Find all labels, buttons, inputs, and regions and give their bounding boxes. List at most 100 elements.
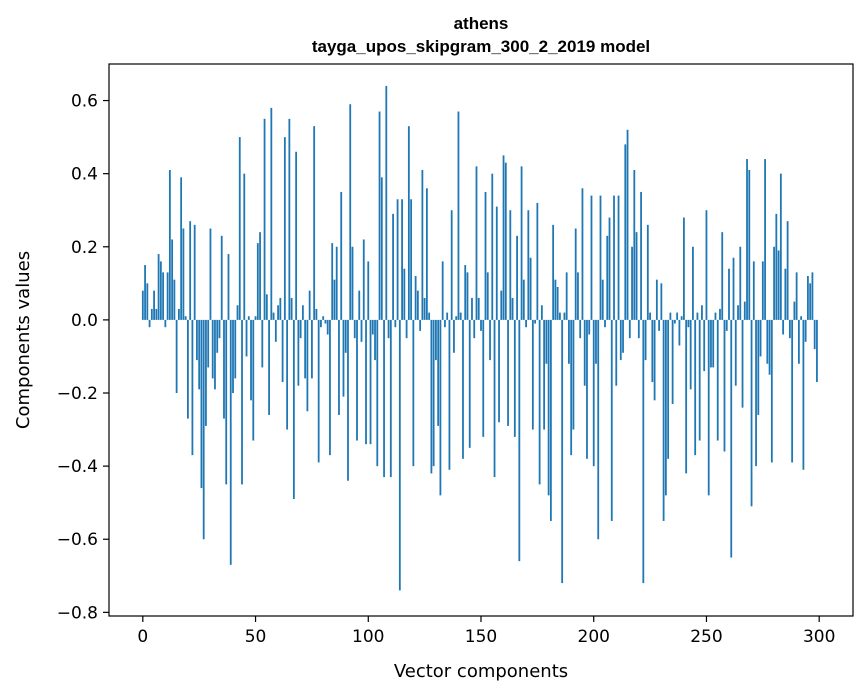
bar-204 [601,279,604,320]
bar-164 [511,297,514,320]
bar-257 [721,232,724,320]
bar-232 [664,319,667,496]
bar-5 [153,290,155,320]
bar-297 [811,272,814,320]
bar-158 [498,319,500,423]
bar-266 [741,319,744,408]
bar-157 [495,206,498,320]
bar-83 [329,319,331,456]
bar-137 [450,210,453,320]
bar-245 [694,319,697,456]
bar-251 [707,319,710,496]
bar-241 [685,319,688,474]
bar-221 [640,191,642,320]
bar-87 [338,319,340,415]
bar-290 [795,272,798,320]
bar-263 [734,319,737,386]
bar-70 [299,319,302,339]
bar-111 [392,213,394,320]
bar-250 [705,210,708,320]
bar-298 [813,319,816,350]
bar-29 [207,319,210,368]
bar-115 [401,199,403,320]
bar-86 [335,246,338,320]
y-tick-label-3: −0.2 [57,384,98,404]
bar-68 [295,151,298,320]
y-axis-label: Components values [13,251,34,429]
bar-236 [673,319,676,324]
bar-119 [410,199,413,320]
bar-80 [322,316,325,320]
bar-128 [430,319,433,474]
bar-242 [687,319,690,328]
bar-179 [545,319,548,364]
bar-188 [565,272,568,320]
bar-159 [500,290,503,320]
bar-177 [540,305,543,320]
bar-126 [425,188,428,320]
bar-47 [247,316,250,320]
bar-51 [256,243,259,320]
bar-105 [378,111,381,320]
bar-37 [225,319,228,485]
bar-82 [326,319,329,335]
bar-71 [301,305,304,320]
bar-192 [574,228,577,320]
bar-225 [649,312,651,320]
x-tick-label-4: 200 [578,627,610,647]
bar-139 [455,316,458,320]
x-tick-label-0: 0 [137,627,148,647]
bar-129 [432,319,435,467]
bar-217 [631,246,633,320]
bar-169 [522,279,525,320]
bar-163 [509,210,512,320]
bar-253 [712,319,715,368]
x-tick-label-3: 150 [465,627,497,647]
bar-91 [347,319,349,481]
bar-260 [728,268,730,320]
bar-62 [281,319,284,383]
bar-289 [793,301,796,320]
bar-210 [615,319,618,386]
bar-116 [403,268,406,320]
bar-259 [725,319,728,331]
bar-170 [525,319,527,328]
bars-group [141,85,818,591]
bar-127 [428,312,431,320]
bar-256 [719,308,721,320]
bar-31 [211,319,214,379]
bar-138 [453,319,455,353]
bar-292 [800,316,803,320]
bar-35 [220,235,223,320]
bar-120 [412,319,415,467]
bar-275 [761,261,764,320]
bar-118 [407,126,410,320]
bar-30 [209,228,212,320]
bar-293 [802,319,805,470]
bar-134 [444,319,446,328]
bar-131 [437,319,440,426]
bar-193 [577,272,579,320]
bar-214 [624,144,627,320]
bar-22 [191,319,194,456]
bar-17 [180,177,183,320]
bar-230 [660,283,663,320]
bar-69 [297,319,300,386]
bar-2 [146,283,149,320]
bar-124 [421,170,424,320]
bar-185 [559,312,561,320]
bar-73 [306,319,309,412]
bar-54 [263,118,266,320]
bar-243 [689,319,692,390]
bar-27 [202,319,205,540]
bar-61 [279,297,282,320]
bar-197 [586,319,588,459]
bar-36 [223,319,225,419]
bar-149 [477,297,480,320]
bar-130 [435,319,437,361]
bar-262 [732,257,735,320]
bar-273 [757,319,760,415]
bar-136 [448,319,451,470]
